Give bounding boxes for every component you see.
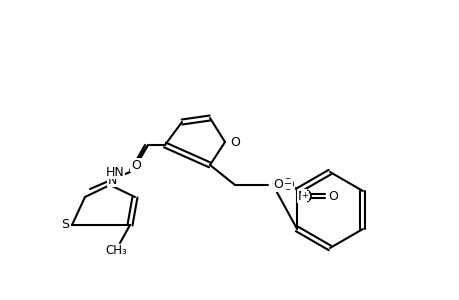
Text: O: O [230, 136, 240, 148]
Text: O: O [131, 158, 140, 172]
Text: N: N [297, 190, 306, 202]
Text: O: O [273, 178, 282, 190]
Text: +: + [301, 191, 308, 200]
Text: S: S [61, 218, 69, 232]
Text: −: − [283, 179, 291, 189]
Text: CH₃: CH₃ [105, 244, 127, 257]
Text: HN: HN [106, 166, 124, 178]
Text: N: N [107, 173, 117, 187]
Text: O: O [327, 190, 337, 202]
Text: O: O [270, 178, 280, 191]
